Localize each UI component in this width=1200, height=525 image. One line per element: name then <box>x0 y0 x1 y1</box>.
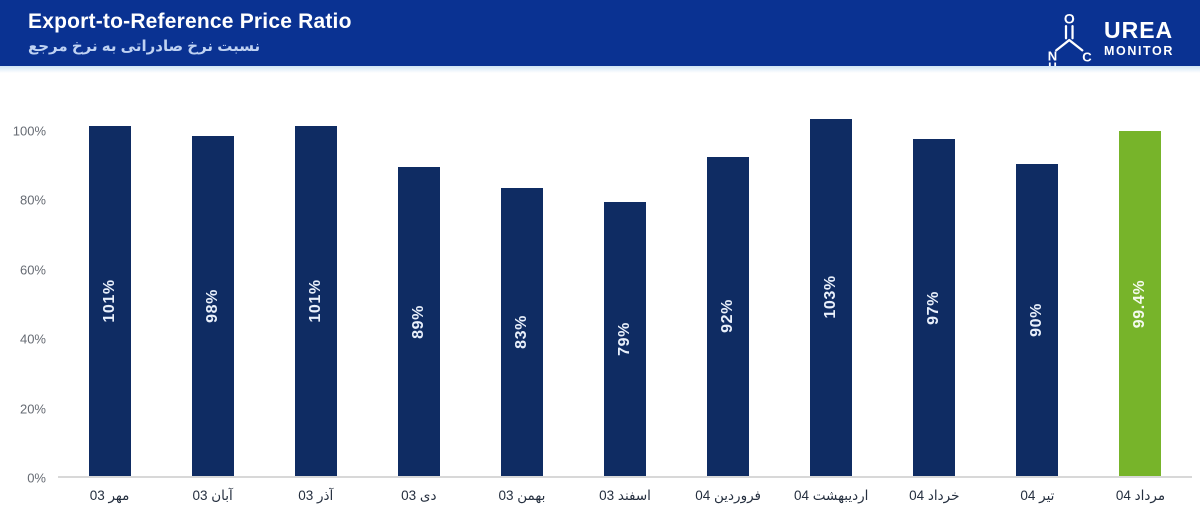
title-block: Export-to-Reference Price Ratio نسبت نرخ… <box>28 9 352 58</box>
x-tick-label: آذر 03 <box>298 488 334 503</box>
bar-slot: 98% آبان 03 <box>161 120 264 503</box>
bar: 90% <box>1016 163 1059 476</box>
urea-molecule-icon: O N H C <box>1045 10 1101 72</box>
brand-urea: UREA <box>1104 17 1174 43</box>
plot-area: 101% مهر 03 98% آبان 03 101% آذر 03 89% دی 03 83… <box>58 118 1192 503</box>
page-subtitle: نسبت نرخ صادراتی به نرخ مرجع <box>28 38 261 55</box>
x-tick-label: مهر 03 <box>89 488 130 503</box>
bar: 92% <box>707 156 750 476</box>
bar-value-label: 101% <box>100 279 118 323</box>
bar-slot: 99.4% مرداد 04 <box>1089 120 1192 503</box>
bar-highlighted: 99.4% <box>1119 131 1162 476</box>
x-tick-label: تیر 04 <box>1020 488 1055 503</box>
bar-value-label: 101% <box>306 279 324 323</box>
page-title: Export-to-Reference Price Ratio <box>28 10 352 33</box>
x-tick-label: اسفند 03 <box>599 488 651 503</box>
brand-monitor: MONITOR <box>1104 44 1174 58</box>
atom-o-label: O <box>1064 10 1075 26</box>
x-tick-label: اردیبهشت 04 <box>793 488 869 503</box>
bar-value-label: 92% <box>719 299 737 334</box>
bar-slot: 103% اردیبهشت 04 <box>780 118 883 503</box>
bar-value-label: 103% <box>822 275 840 319</box>
header-divider <box>0 66 1200 73</box>
bar: 83% <box>500 188 543 476</box>
bar: 98% <box>191 135 234 476</box>
brand-text: UREA MONITOR <box>1104 19 1174 59</box>
y-axis: 0% 20% 40% 60% 80% 100% <box>0 120 46 485</box>
bar: 101% <box>294 125 337 476</box>
x-tick-label: خرداد 04 <box>909 488 960 503</box>
bar-slot: 90% تیر 04 <box>986 120 1089 503</box>
atom-h-label: H <box>1048 60 1057 72</box>
bar: 89% <box>397 167 440 476</box>
bar-slot: 101% مهر 03 <box>58 120 161 503</box>
y-tick-label: 20% <box>19 401 46 417</box>
x-tick-label: آبان 03 <box>192 488 233 503</box>
bar: 103% <box>810 118 853 476</box>
bar-slot: 89% دی 03 <box>367 120 470 503</box>
bar-value-label: 83% <box>512 315 530 349</box>
y-tick-label: 60% <box>19 262 46 278</box>
bar-slot: 101% آذر 03 <box>264 120 367 503</box>
atom-c-label: C <box>1082 50 1092 65</box>
bar-value-label: 90% <box>1028 302 1046 337</box>
bar: 97% <box>913 139 956 476</box>
y-tick-label: 80% <box>19 192 46 208</box>
bar-chart: 0% 20% 40% 60% 80% 100% 101% مهر 03 98% آبان 03 1… <box>0 118 1200 520</box>
urea-monitor-logo: O N H C UREA MONITOR <box>1045 10 1174 72</box>
bar-slot: 97% خرداد 04 <box>883 120 986 503</box>
bar: 101% <box>88 125 131 476</box>
x-tick-label: بهمن 03 <box>498 488 546 503</box>
bar-value-label: 97% <box>925 290 943 325</box>
y-tick-label: 40% <box>19 331 46 347</box>
atom-n-label: N <box>1048 49 1057 64</box>
bar: 79% <box>604 201 647 476</box>
bar-value-label: 79% <box>616 322 634 356</box>
bar-slot: 83% بهمن 03 <box>470 120 573 503</box>
bar-slot: 79% اسفند 03 <box>573 120 676 503</box>
bar-value-label: 98% <box>203 289 221 323</box>
header: Export-to-Reference Price Ratio نسبت نرخ… <box>0 0 1200 72</box>
x-tick-label: مرداد 04 <box>1115 488 1166 503</box>
y-tick-label: 100% <box>12 123 46 139</box>
x-tick-label: دی 03 <box>401 488 437 503</box>
bar-value-label: 89% <box>409 304 427 339</box>
y-tick-label: 0% <box>27 470 46 486</box>
bar-slot: 92% فروردین 04 <box>677 120 780 503</box>
bar-value-label: 99.4% <box>1131 279 1149 328</box>
x-tick-label: فروردین 04 <box>695 488 761 503</box>
